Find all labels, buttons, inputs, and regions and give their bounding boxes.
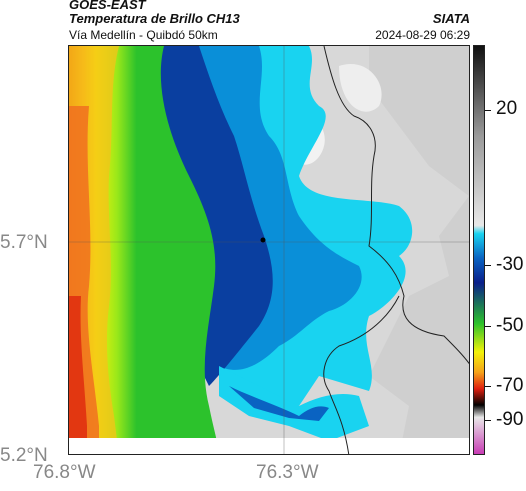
title-satellite: GOES-EAST <box>69 0 146 12</box>
title-product: Temperatura de Brillo CH13 <box>69 11 240 26</box>
cold-cloud-blue <box>229 386 329 421</box>
subtitle-route: Vía Medellín - Quibdó 50km <box>69 28 218 42</box>
hot-red-band <box>69 296 87 454</box>
colorbar-tick <box>485 326 491 327</box>
border-line <box>323 46 469 365</box>
colorbar-tick <box>485 386 491 387</box>
colorbar-label: -30 <box>496 254 524 275</box>
latitude-label: 5.7°N <box>0 232 48 253</box>
colorbar-tick <box>485 420 491 421</box>
colorbar-tick <box>485 110 491 111</box>
colorbar <box>473 45 485 455</box>
satellite-map[interactable] <box>68 45 470 455</box>
organization-label: SIATA <box>432 11 470 26</box>
gray-texture-region <box>369 46 469 454</box>
longitude-label: 76.8°W <box>33 462 96 483</box>
timestamp: 2024-08-29 06:29 <box>375 28 470 42</box>
colorbar-label: -90 <box>496 409 524 430</box>
border-line <box>323 295 400 454</box>
cold-cloud-cyan <box>219 366 369 441</box>
longitude-label: 76.3°W <box>256 462 319 483</box>
colorbar-label: 20 <box>496 98 518 119</box>
no-data-strip <box>69 438 469 454</box>
brightness-temperature-field <box>69 46 469 454</box>
colorbar-label: -70 <box>496 375 524 396</box>
location-marker <box>260 237 266 243</box>
warm-cloud-patch <box>339 64 382 112</box>
latitude-label: 5.2°N <box>0 445 48 466</box>
colorbar-label: -50 <box>496 315 524 336</box>
colorbar-tick <box>485 265 491 266</box>
